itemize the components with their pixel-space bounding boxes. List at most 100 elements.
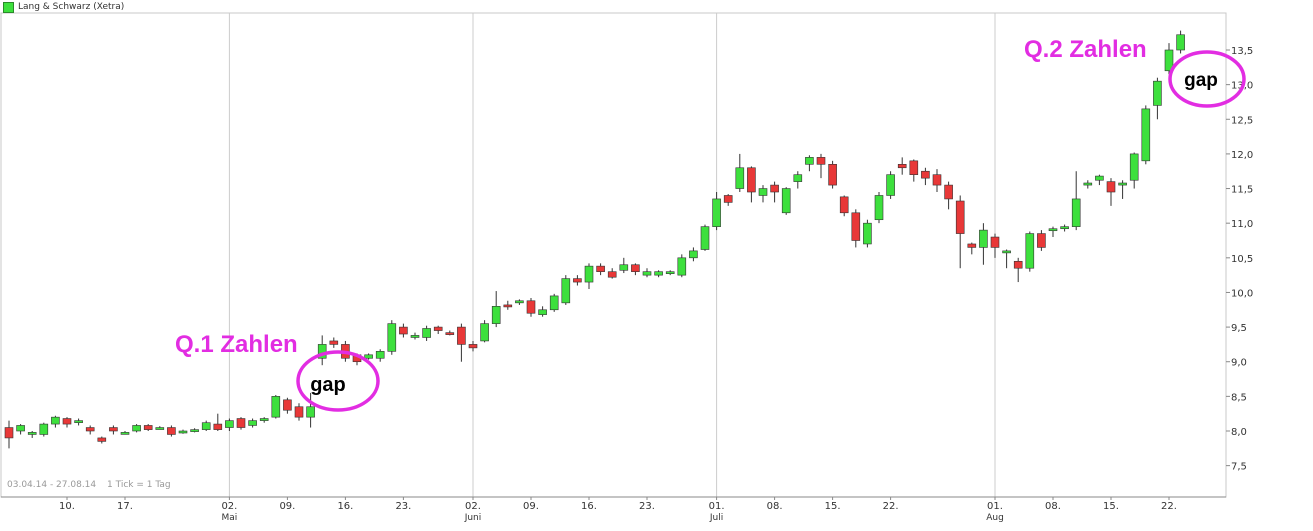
candle-body (549, 295, 559, 311)
candles-group (4, 30, 1185, 449)
candle-body (399, 326, 408, 335)
candle-body (781, 188, 791, 214)
x-month-label: Mai (222, 513, 238, 523)
candle-body (677, 257, 687, 276)
q2-gap-label: gap (1184, 70, 1218, 91)
candle-body (526, 300, 536, 314)
x-tick-label: 02. (221, 501, 237, 512)
candle-body (642, 271, 652, 276)
q1-zahlen-label: Q.1 Zahlen (175, 331, 298, 358)
candle-body (538, 309, 547, 315)
q2-gap-circle (1168, 50, 1246, 108)
candle-body (712, 198, 721, 227)
candle-body (85, 427, 95, 432)
candle-body (201, 422, 211, 430)
candle-body (689, 250, 698, 259)
candle-body (1129, 153, 1139, 181)
x-tick-label: 09. (523, 501, 539, 512)
x-month-label: Juni (464, 513, 482, 523)
candle-body (259, 418, 269, 421)
candle-body (306, 406, 315, 418)
x-tick-label: 02. (465, 501, 481, 512)
candle-body (863, 222, 872, 245)
candle-body (1153, 80, 1162, 106)
candle-body (248, 420, 257, 426)
candle-body (1083, 182, 1093, 186)
candle-body (120, 432, 130, 435)
candle-body (1095, 175, 1104, 181)
candle-body (665, 271, 675, 274)
candle-body (805, 157, 814, 165)
x-tick-label: 22. (883, 501, 899, 512)
y-tick-label: 12,5 (1231, 115, 1253, 126)
candle-body (190, 429, 199, 432)
x-tick-label: 15. (1103, 501, 1119, 512)
y-tick-label: 13,5 (1231, 46, 1253, 57)
candle-body (213, 423, 223, 430)
candle-body (329, 340, 339, 345)
chart-footer: 03.04.14 - 27.08.14 1 Tick = 1 Tag (7, 480, 179, 490)
y-tick-label: 8,5 (1231, 392, 1247, 403)
y-tick-label: 12,0 (1231, 150, 1253, 161)
candle-body (97, 437, 107, 442)
candle-body (422, 328, 431, 338)
x-tick-label: 16. (337, 501, 353, 512)
candle-body (503, 304, 513, 308)
candle-body (897, 164, 907, 169)
candle-body (607, 271, 617, 278)
candle-body (735, 167, 745, 189)
candle-body (1164, 49, 1174, 72)
candle-body (167, 427, 176, 435)
annotations: gap Q.1 Zahlen gap Q.2 Zahlen (175, 36, 1246, 412)
candle-body (457, 326, 466, 345)
candle-body (410, 335, 420, 338)
q1-gap-circle (296, 350, 380, 412)
x-tick-label: 10. (59, 501, 75, 512)
candle-body (1118, 182, 1127, 186)
candle-body (27, 432, 37, 435)
candle-body (225, 420, 234, 428)
q1-gap-label: gap (310, 374, 346, 396)
y-tick-label: 11,5 (1231, 185, 1253, 196)
gridlines (228, 13, 996, 497)
tick-info: 1 Tick = 1 Tag (107, 480, 171, 490)
y-tick-label: 9,0 (1231, 358, 1247, 369)
candle-body (480, 323, 489, 342)
candle-body (747, 167, 756, 193)
y-tick-label: 7,5 (1231, 462, 1247, 473)
candle-body (944, 184, 953, 200)
y-tick-label: 8,0 (1231, 427, 1247, 438)
candle-body (909, 160, 919, 175)
candle-body (874, 195, 884, 221)
candle-body (178, 430, 188, 434)
candle-body (433, 326, 443, 331)
candle-body (515, 300, 524, 304)
x-tick-label: 08. (1045, 501, 1061, 512)
candle-body (723, 195, 733, 203)
candle-body (294, 406, 304, 418)
candle-body (1176, 34, 1185, 51)
candle-body (619, 264, 629, 271)
candle-body (839, 196, 849, 214)
candle-body (793, 174, 803, 182)
candle-body (584, 265, 594, 283)
candle-body (1106, 181, 1116, 193)
candle-body (74, 420, 83, 423)
y-axis: 7,5 8,0 8,5 9,0 9,5 10,0 10,5 11,0 11,5 12,0 12,5 1… (1226, 46, 1253, 473)
candle-body (51, 416, 60, 425)
legend-label: Lang & Schwarz (Xetra) (18, 2, 125, 12)
candle-body (654, 271, 663, 276)
candle-body (596, 265, 605, 272)
y-tick-label: 10,5 (1231, 254, 1253, 265)
candle-body (990, 236, 1000, 248)
candle-body (468, 344, 478, 349)
candle-body (387, 323, 397, 352)
x-tick-label: 08. (767, 501, 783, 512)
candle-body (236, 418, 246, 428)
candle-body (700, 226, 710, 250)
plot-frame (0, 12, 1227, 498)
x-tick-label: 17. (117, 501, 133, 512)
legend-swatch (3, 1, 14, 13)
